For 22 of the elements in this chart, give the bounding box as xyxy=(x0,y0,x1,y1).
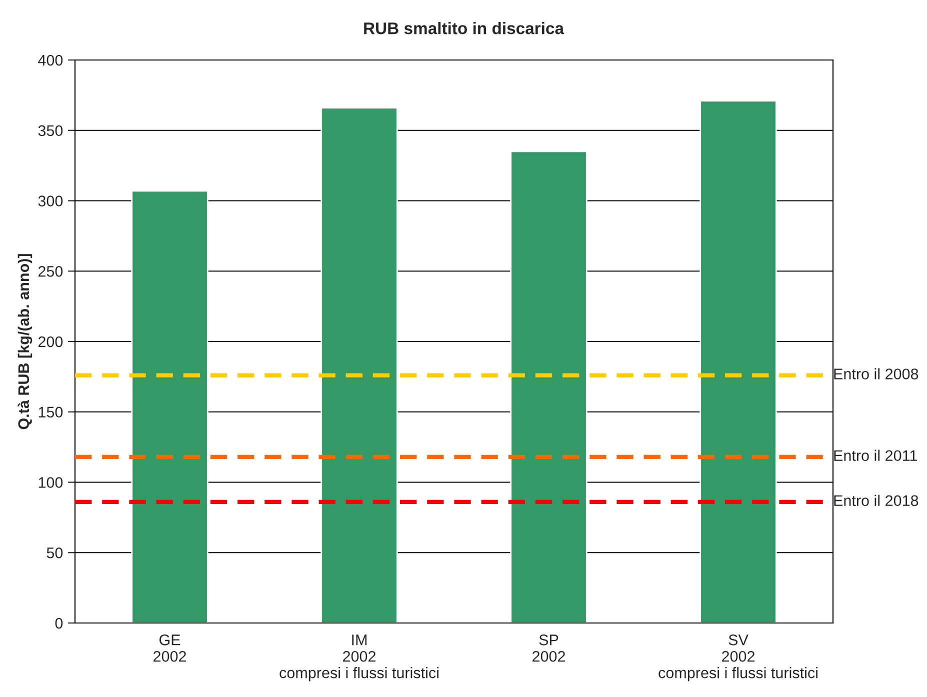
bar xyxy=(320,107,398,623)
y-tick-label: 250 xyxy=(38,266,63,277)
ref-line-label: Entro il 2011 xyxy=(834,450,917,462)
y-tick-label: 200 xyxy=(38,336,63,348)
y-tick-label: 350 xyxy=(38,125,63,136)
x-tick-label: SP 2002 xyxy=(532,634,565,662)
ref-line-label: Entro il 2008 xyxy=(834,368,918,380)
y-tick-label: 300 xyxy=(38,196,63,206)
ref-line-label: Entro il 2018 xyxy=(834,494,918,506)
y-axis-title: Q.tà RUB [kg/(ab. anno)] xyxy=(18,254,32,430)
y-tick-label: 400 xyxy=(38,54,63,66)
y-tick-label: 50 xyxy=(46,547,63,558)
y-tick-label: 150 xyxy=(38,406,63,418)
x-tick-label: GE 2002 xyxy=(154,634,186,662)
x-tick-label: SV 2002 compresi i flussi turistici xyxy=(658,634,818,682)
y-tick-label: 0 xyxy=(55,618,63,629)
bar xyxy=(131,190,208,623)
bar xyxy=(700,100,777,623)
x-tick-label: IM 2002 compresi i flussi turistici xyxy=(280,634,438,682)
bar xyxy=(510,150,588,623)
chart-title: RUB smaltito in discarica xyxy=(364,22,564,34)
y-tick-label: 100 xyxy=(38,477,63,488)
